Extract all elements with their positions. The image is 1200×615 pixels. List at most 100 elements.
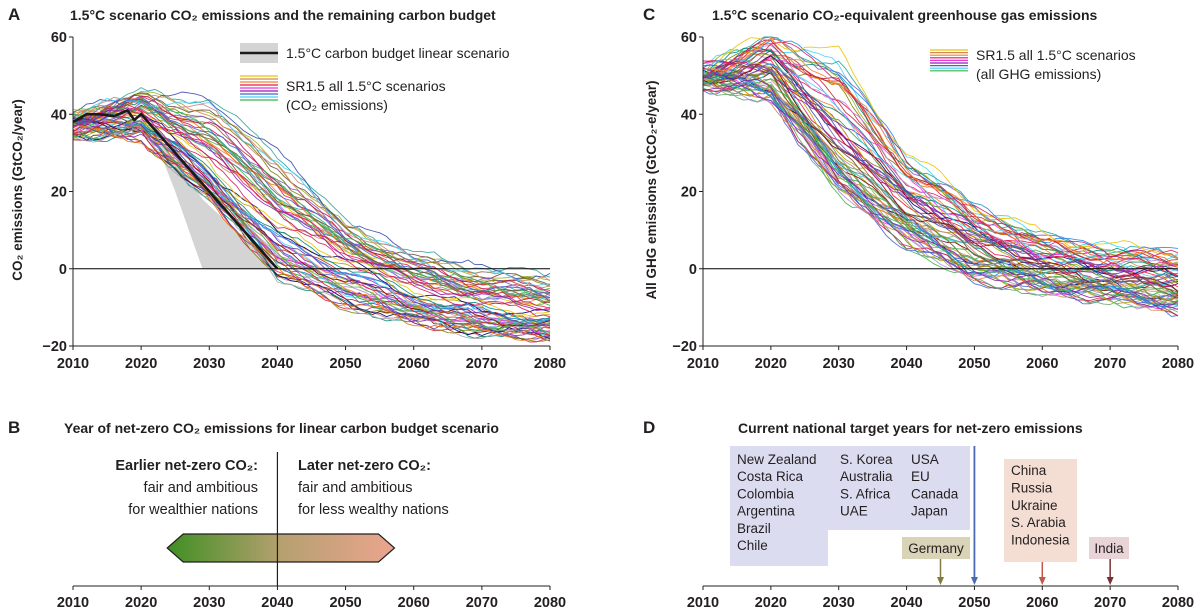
panel-d-x-tick-label: 2050 xyxy=(958,595,990,611)
panel-b-x-tick-label: 2080 xyxy=(534,595,566,611)
panel-d-letter: D xyxy=(643,418,655,437)
country-label: USA xyxy=(911,452,939,467)
scenario-line xyxy=(72,107,551,306)
legend-sr15-label-2: (CO₂ emissions) xyxy=(286,97,388,113)
panel-c-legend: SR1.5 all 1.5°C scenarios (all GHG emiss… xyxy=(925,42,1175,90)
carbon-budget-linear-line xyxy=(72,108,279,270)
carbon-budget-linear-path xyxy=(72,108,279,270)
legend-ghg-label-1: SR1.5 all 1.5°C scenarios xyxy=(976,47,1136,63)
scenario-line xyxy=(72,124,551,334)
panel-b-x-tick-label: 2020 xyxy=(125,595,157,611)
net-zero-range-arrow xyxy=(166,533,396,563)
panel-b-x-tick-label: 2050 xyxy=(329,595,361,611)
panel-d-x-tick-label: 2070 xyxy=(1094,595,1126,611)
scenario-line xyxy=(72,109,551,318)
target-2045-box xyxy=(902,537,970,559)
country-label: EU xyxy=(911,469,930,484)
panel-b-x-tick-label: 2030 xyxy=(193,595,225,611)
panel-c-y-tick-label: 20 xyxy=(681,185,697,201)
target-2050-box xyxy=(730,446,970,566)
panel-c-y-axis-label: All GHG emissions (GtCO₂-e/year) xyxy=(644,80,659,299)
country-label: Colombia xyxy=(737,486,795,501)
panel-c-y-tick-label: 60 xyxy=(681,30,697,46)
panel-a-y-tick-label: −20 xyxy=(42,339,67,355)
panel-c-x-tick-label: 2060 xyxy=(1026,356,1058,372)
panel-d-x-tick-label: 2080 xyxy=(1162,595,1194,611)
scenario-line xyxy=(72,125,551,341)
legend-ghg-swatch xyxy=(930,49,968,72)
scenario-line xyxy=(702,71,1179,292)
panel-d-x-tick-label: 2040 xyxy=(890,595,922,611)
country-label: Japan xyxy=(911,504,948,519)
panel-b-axis: 2010 2020 2030 2040 2050 2060 2070 2080 xyxy=(57,585,566,611)
panel-a-x-tick-label: 2030 xyxy=(193,356,225,372)
scenario-line xyxy=(73,121,551,335)
panel-a-scenario-lines xyxy=(72,87,551,343)
country-label: New Zealand xyxy=(737,452,817,467)
scenario-line xyxy=(702,75,1179,296)
legend-sr15-label-1: SR1.5 all 1.5°C scenarios xyxy=(286,78,446,94)
scenario-line xyxy=(72,122,551,335)
scenario-line xyxy=(72,100,551,304)
panel-c-letter: C xyxy=(643,5,655,24)
later-line-1: fair and ambitious xyxy=(298,480,412,496)
panel-d-title: Current national target years for net-ze… xyxy=(738,420,1083,436)
legend-budget-label: 1.5°C carbon budget linear scenario xyxy=(286,45,510,61)
scenario-line xyxy=(72,126,551,341)
panel-b-letter: B xyxy=(8,418,20,437)
panel-c-x-tick-label: 2070 xyxy=(1094,356,1126,372)
scenario-line xyxy=(702,43,1179,268)
country-label: Argentina xyxy=(737,504,795,519)
earlier-heading: Earlier net-zero CO₂: xyxy=(115,458,258,474)
panel-a-x-tick-label: 2020 xyxy=(125,356,157,372)
panel-a-title: 1.5°C scenario CO₂ emissions and the rem… xyxy=(70,7,496,23)
scenario-line xyxy=(702,70,1179,299)
target-2060-box xyxy=(1004,459,1077,562)
country-label: Australia xyxy=(840,469,893,484)
scenario-line xyxy=(702,70,1179,302)
country-label: Ukraine xyxy=(1011,498,1058,513)
country-label: China xyxy=(1011,463,1047,478)
net-zero-range xyxy=(166,452,396,586)
scenario-line xyxy=(72,112,551,317)
scenario-line xyxy=(702,37,1179,257)
country-label: Germany xyxy=(908,541,964,556)
panel-a-x-tick-label: 2070 xyxy=(466,356,498,372)
panel-c-x-tick-label: 2010 xyxy=(687,356,719,372)
country-label: S. Arabia xyxy=(1011,515,1066,530)
legend-ghg-label-2: (all GHG emissions) xyxy=(976,66,1101,82)
later-line-2: for less wealthy nations xyxy=(298,502,449,518)
scenario-line xyxy=(702,74,1179,308)
panel-a-y-tick-label: 40 xyxy=(51,107,67,123)
scenario-line xyxy=(72,123,551,335)
scenario-line xyxy=(72,96,551,298)
scenario-line xyxy=(72,118,551,326)
country-label: India xyxy=(1094,541,1124,556)
legend-sr15-swatch xyxy=(240,75,278,101)
scenario-line xyxy=(72,99,551,302)
panel-d-x-tick-label: 2010 xyxy=(687,595,719,611)
scenario-line xyxy=(72,91,551,281)
panel-b-x-tick-label: 2040 xyxy=(261,595,293,611)
target-2045-arrowhead xyxy=(937,577,944,585)
scenario-line xyxy=(702,82,1179,317)
panel-c-x-tick-label: 2080 xyxy=(1162,356,1194,372)
panel-a-x-tick-label: 2060 xyxy=(398,356,430,372)
earlier-line-2: for wealthier nations xyxy=(128,502,258,518)
scenario-line xyxy=(72,121,551,332)
scenario-line xyxy=(72,121,551,336)
panel-d-x-tick-label: 2060 xyxy=(1026,595,1058,611)
scenario-line xyxy=(72,112,551,322)
scenario-line xyxy=(702,58,1179,279)
panel-c-y-tick-label: 0 xyxy=(689,262,697,278)
target-2060-arrowhead xyxy=(1038,577,1046,585)
panel-d-axis: 2010 2020 2030 2040 2050 2060 2070 2080 xyxy=(687,585,1194,611)
country-label: Russia xyxy=(1011,480,1053,495)
panel-b-x-tick-label: 2070 xyxy=(466,595,498,611)
country-label: Indonesia xyxy=(1011,533,1070,548)
scenario-line xyxy=(702,64,1179,286)
panel-b-x-tick-label: 2060 xyxy=(398,595,430,611)
scenario-line xyxy=(72,121,551,334)
